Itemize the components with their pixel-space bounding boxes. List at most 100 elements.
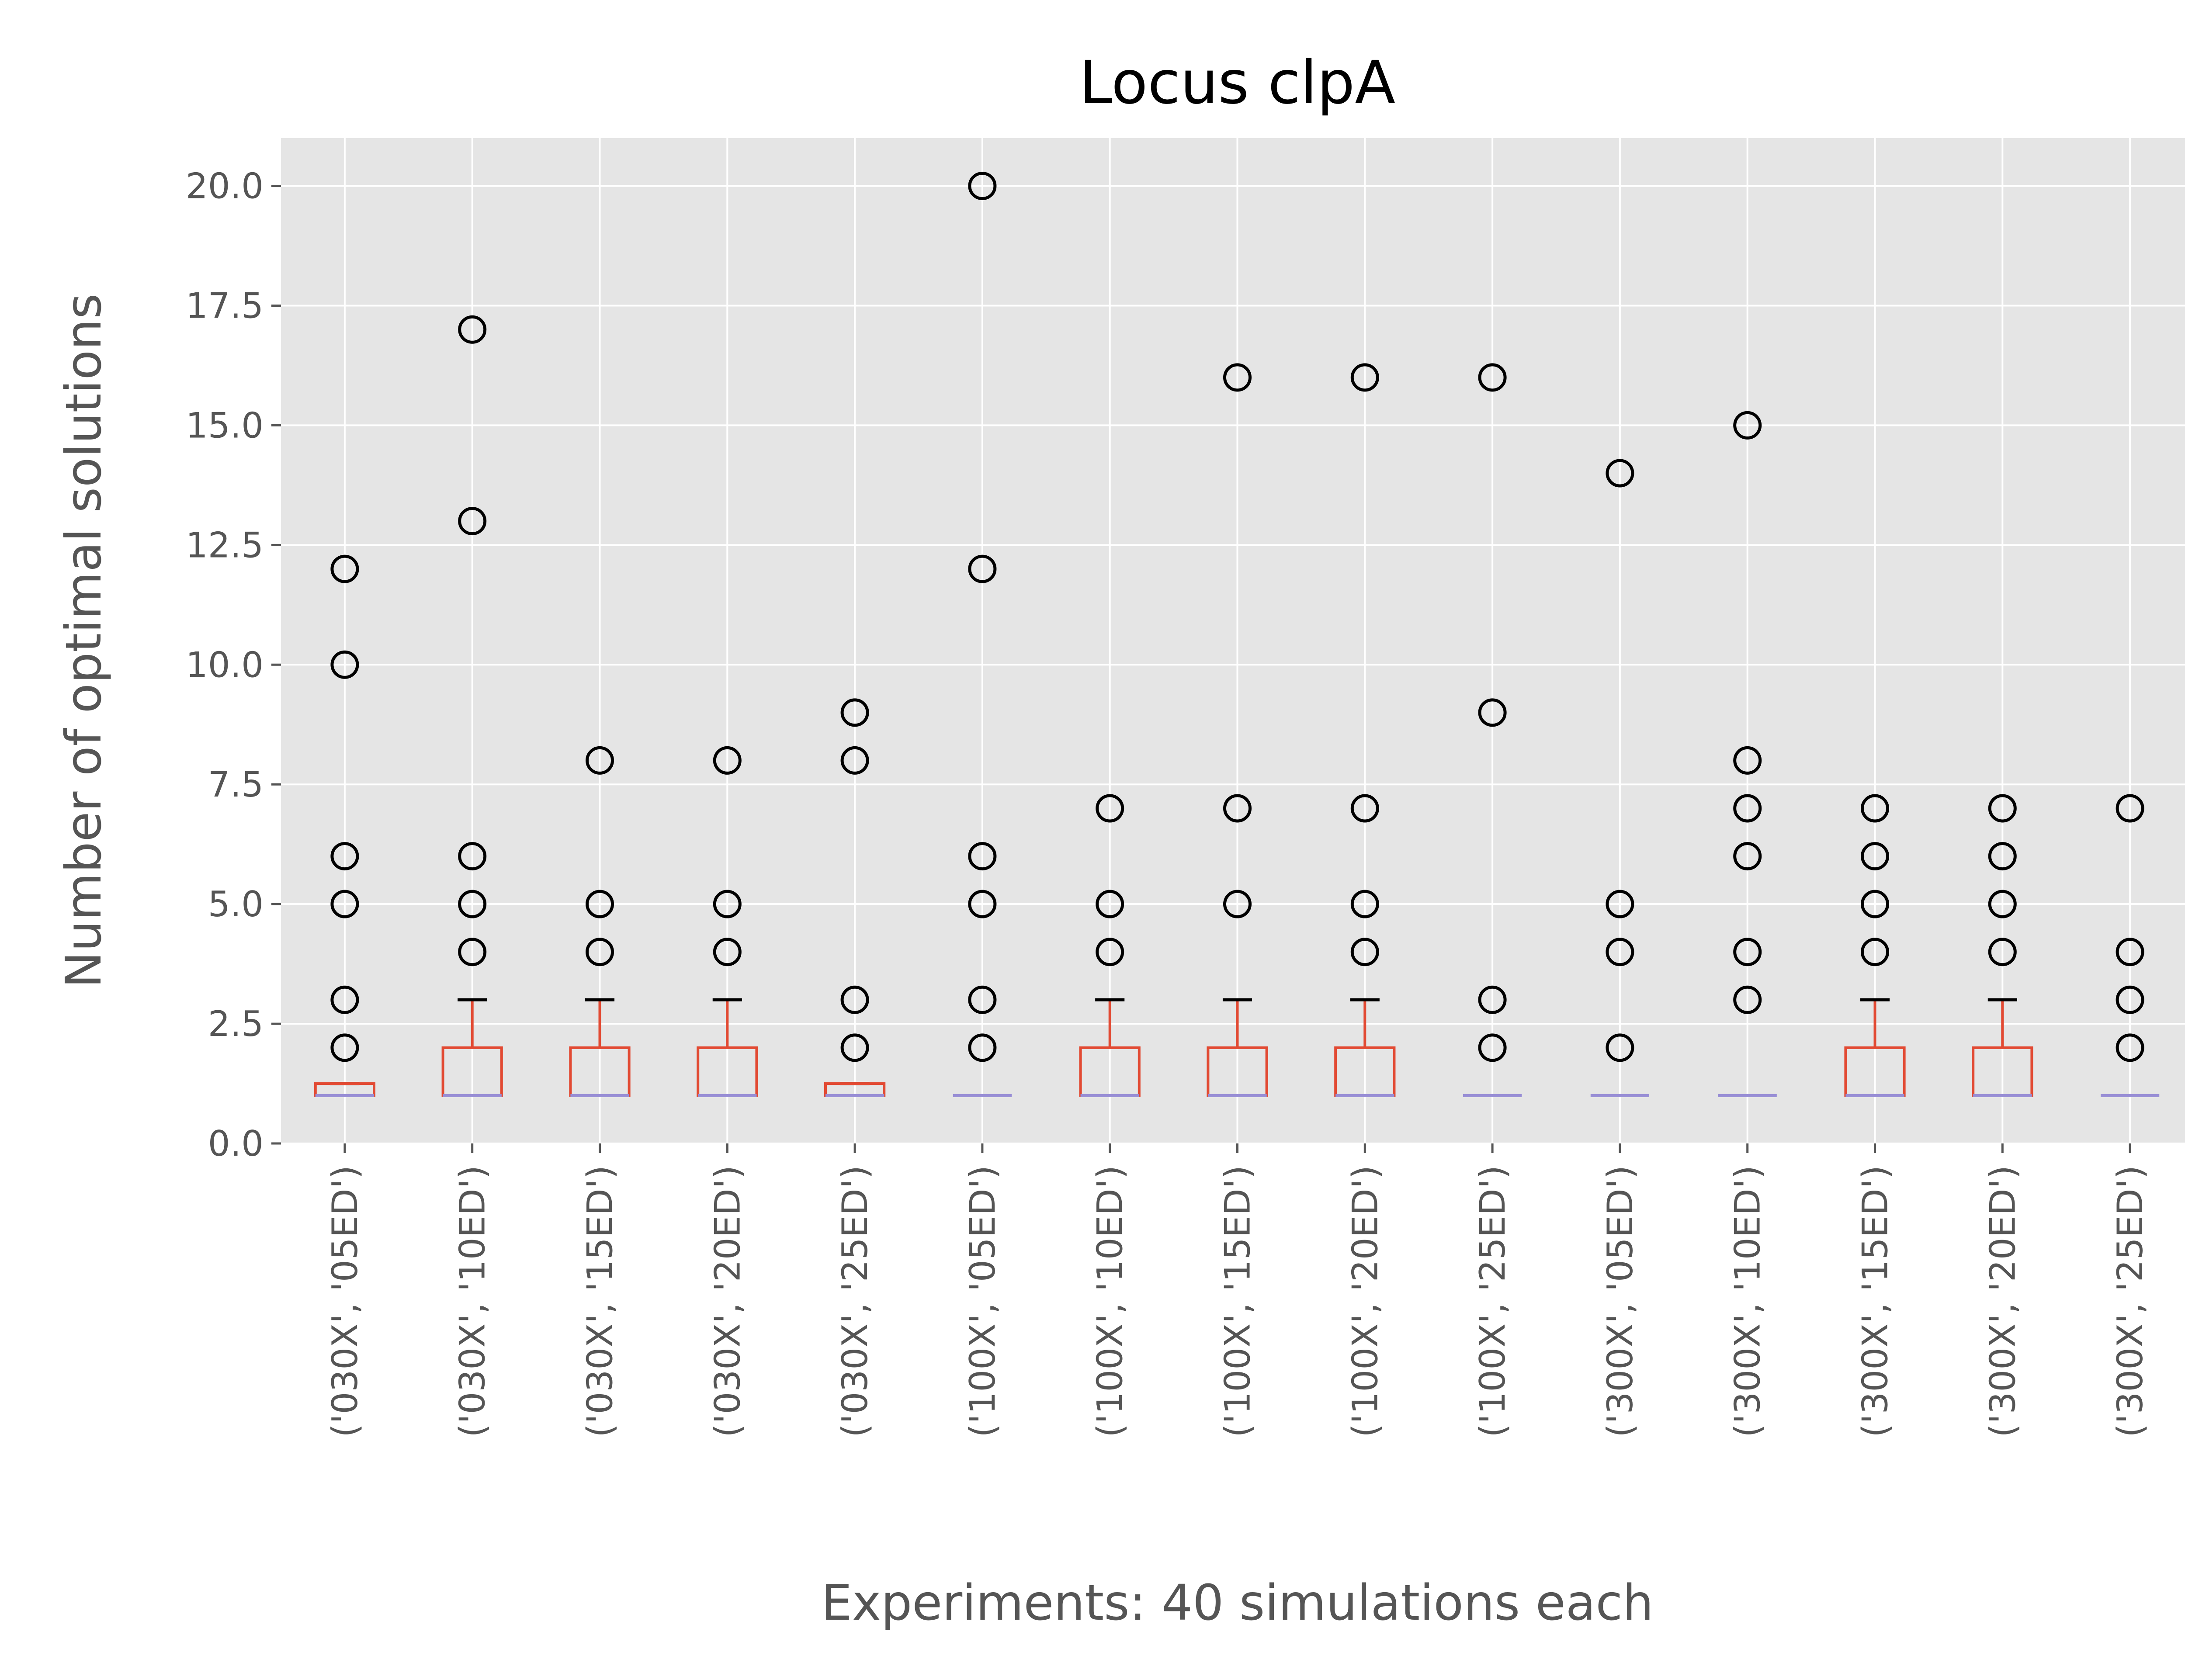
flier-point <box>1733 411 1762 440</box>
flier-point <box>2116 985 2144 1014</box>
flier-point <box>840 1033 869 1062</box>
flier-point <box>968 1033 997 1062</box>
flier-point <box>1733 746 1762 775</box>
y-tick-label: 17.5 <box>186 286 264 326</box>
flier-point <box>713 938 742 966</box>
flier-point <box>458 938 487 966</box>
flier-point <box>586 938 614 966</box>
flier-point <box>458 315 487 344</box>
flier-point <box>840 698 869 727</box>
flier-point <box>968 890 997 918</box>
flier-point <box>968 554 997 583</box>
y-tick-label: 5.0 <box>208 884 264 925</box>
flier-point <box>330 650 359 679</box>
x-tick-label: ('030X', '10ED') <box>452 1165 493 1438</box>
flier-point <box>2116 794 2144 823</box>
box-group <box>314 554 376 1097</box>
flier-point <box>840 985 869 1014</box>
flier-point <box>1606 938 1634 966</box>
flier-point <box>2116 1033 2144 1062</box>
x-tick-label: ('300X', '10ED') <box>1727 1165 1768 1438</box>
flier-point <box>1606 890 1634 918</box>
y-tick-label: 7.5 <box>208 764 264 805</box>
boxes <box>314 172 2160 1097</box>
flier-point <box>1861 794 1889 823</box>
flier-point <box>1988 890 2017 918</box>
flier-point <box>330 842 359 871</box>
flier-point <box>2116 938 2144 966</box>
x-tick-label: ('100X', '25ED') <box>1472 1165 1513 1438</box>
flier-point <box>840 746 869 775</box>
flier-point <box>1350 363 1379 392</box>
y-tick-label: 10.0 <box>186 644 264 685</box>
box-group <box>569 746 631 1097</box>
box-group <box>1590 459 1650 1097</box>
box-group <box>1718 411 1777 1097</box>
box-group <box>441 315 503 1097</box>
x-tick-label: ('030X', '05ED') <box>325 1165 365 1438</box>
x-tick-label: ('030X', '25ED') <box>835 1165 875 1438</box>
flier-point <box>1223 794 1252 823</box>
x-axis-label: Experiments: 40 simulations each <box>821 1575 1654 1632</box>
flier-point <box>1350 890 1379 918</box>
chart-title: Locus clpA <box>1079 48 1396 118</box>
x-tick-label: ('100X', '15ED') <box>1217 1165 1258 1438</box>
flier-point <box>968 985 997 1014</box>
flier-point <box>1861 842 1889 871</box>
box-group <box>2100 794 2160 1097</box>
flier-point <box>458 507 487 536</box>
box-group <box>1207 363 1268 1097</box>
y-tick-label: 15.0 <box>186 405 264 446</box>
box-group <box>1334 363 1396 1097</box>
y-tick-label: 0.0 <box>208 1123 264 1164</box>
flier-point <box>330 554 359 583</box>
y-tick-label: 12.5 <box>186 525 264 565</box>
flier-point <box>1988 794 2017 823</box>
x-tick-label: ('030X', '15ED') <box>580 1165 621 1438</box>
flier-point <box>1350 794 1379 823</box>
axes: 0.0 2.5 5.0 7.5 10.0 12.5 15.0 17.5 20.0 ('030X',… <box>186 166 2150 1438</box>
flier-point <box>1988 842 2017 871</box>
flier-point <box>1478 363 1507 392</box>
flier-point <box>968 842 997 871</box>
x-tick-label: ('030X', '20ED') <box>707 1165 748 1438</box>
flier-point <box>1733 985 1762 1014</box>
x-tick-label: ('300X', '05ED') <box>1600 1165 1640 1438</box>
flier-point <box>1606 459 1634 488</box>
box-group <box>1844 794 1906 1097</box>
flier-point <box>458 842 487 871</box>
flier-point <box>1733 938 1762 966</box>
box-group <box>953 172 1012 1097</box>
box-group <box>697 746 758 1097</box>
x-tick-label: ('100X', '10ED') <box>1090 1165 1131 1438</box>
y-axis-label: Number of optimal solutions <box>55 293 112 988</box>
x-tick-label: ('100X', '05ED') <box>962 1165 1003 1438</box>
flier-point <box>586 746 614 775</box>
flier-point <box>1096 890 1124 918</box>
flier-point <box>1478 698 1507 727</box>
flier-point <box>1861 938 1889 966</box>
flier-point <box>713 890 742 918</box>
y-tick-label: 2.5 <box>208 1004 264 1044</box>
flier-point <box>1223 890 1252 918</box>
x-tick-label: ('300X', '25ED') <box>2110 1165 2150 1438</box>
grid-lines <box>281 138 2185 1144</box>
flier-point <box>458 890 487 918</box>
flier-point <box>1606 1033 1634 1062</box>
flier-point <box>1733 842 1762 871</box>
box-group <box>1463 363 1522 1097</box>
flier-point <box>713 746 742 775</box>
flier-point <box>586 890 614 918</box>
box-group <box>824 698 886 1097</box>
flier-point <box>1988 938 2017 966</box>
flier-point <box>1223 363 1252 392</box>
box-group <box>1079 794 1141 1097</box>
x-tick-label: ('300X', '20ED') <box>1982 1165 2023 1438</box>
flier-point <box>330 1033 359 1062</box>
flier-point <box>1478 985 1507 1014</box>
plot-background <box>281 138 2185 1143</box>
flier-point <box>330 890 359 918</box>
flier-point <box>1350 938 1379 966</box>
x-tick-label: ('300X', '15ED') <box>1855 1165 1896 1438</box>
y-tick-label: 20.0 <box>186 166 264 207</box>
